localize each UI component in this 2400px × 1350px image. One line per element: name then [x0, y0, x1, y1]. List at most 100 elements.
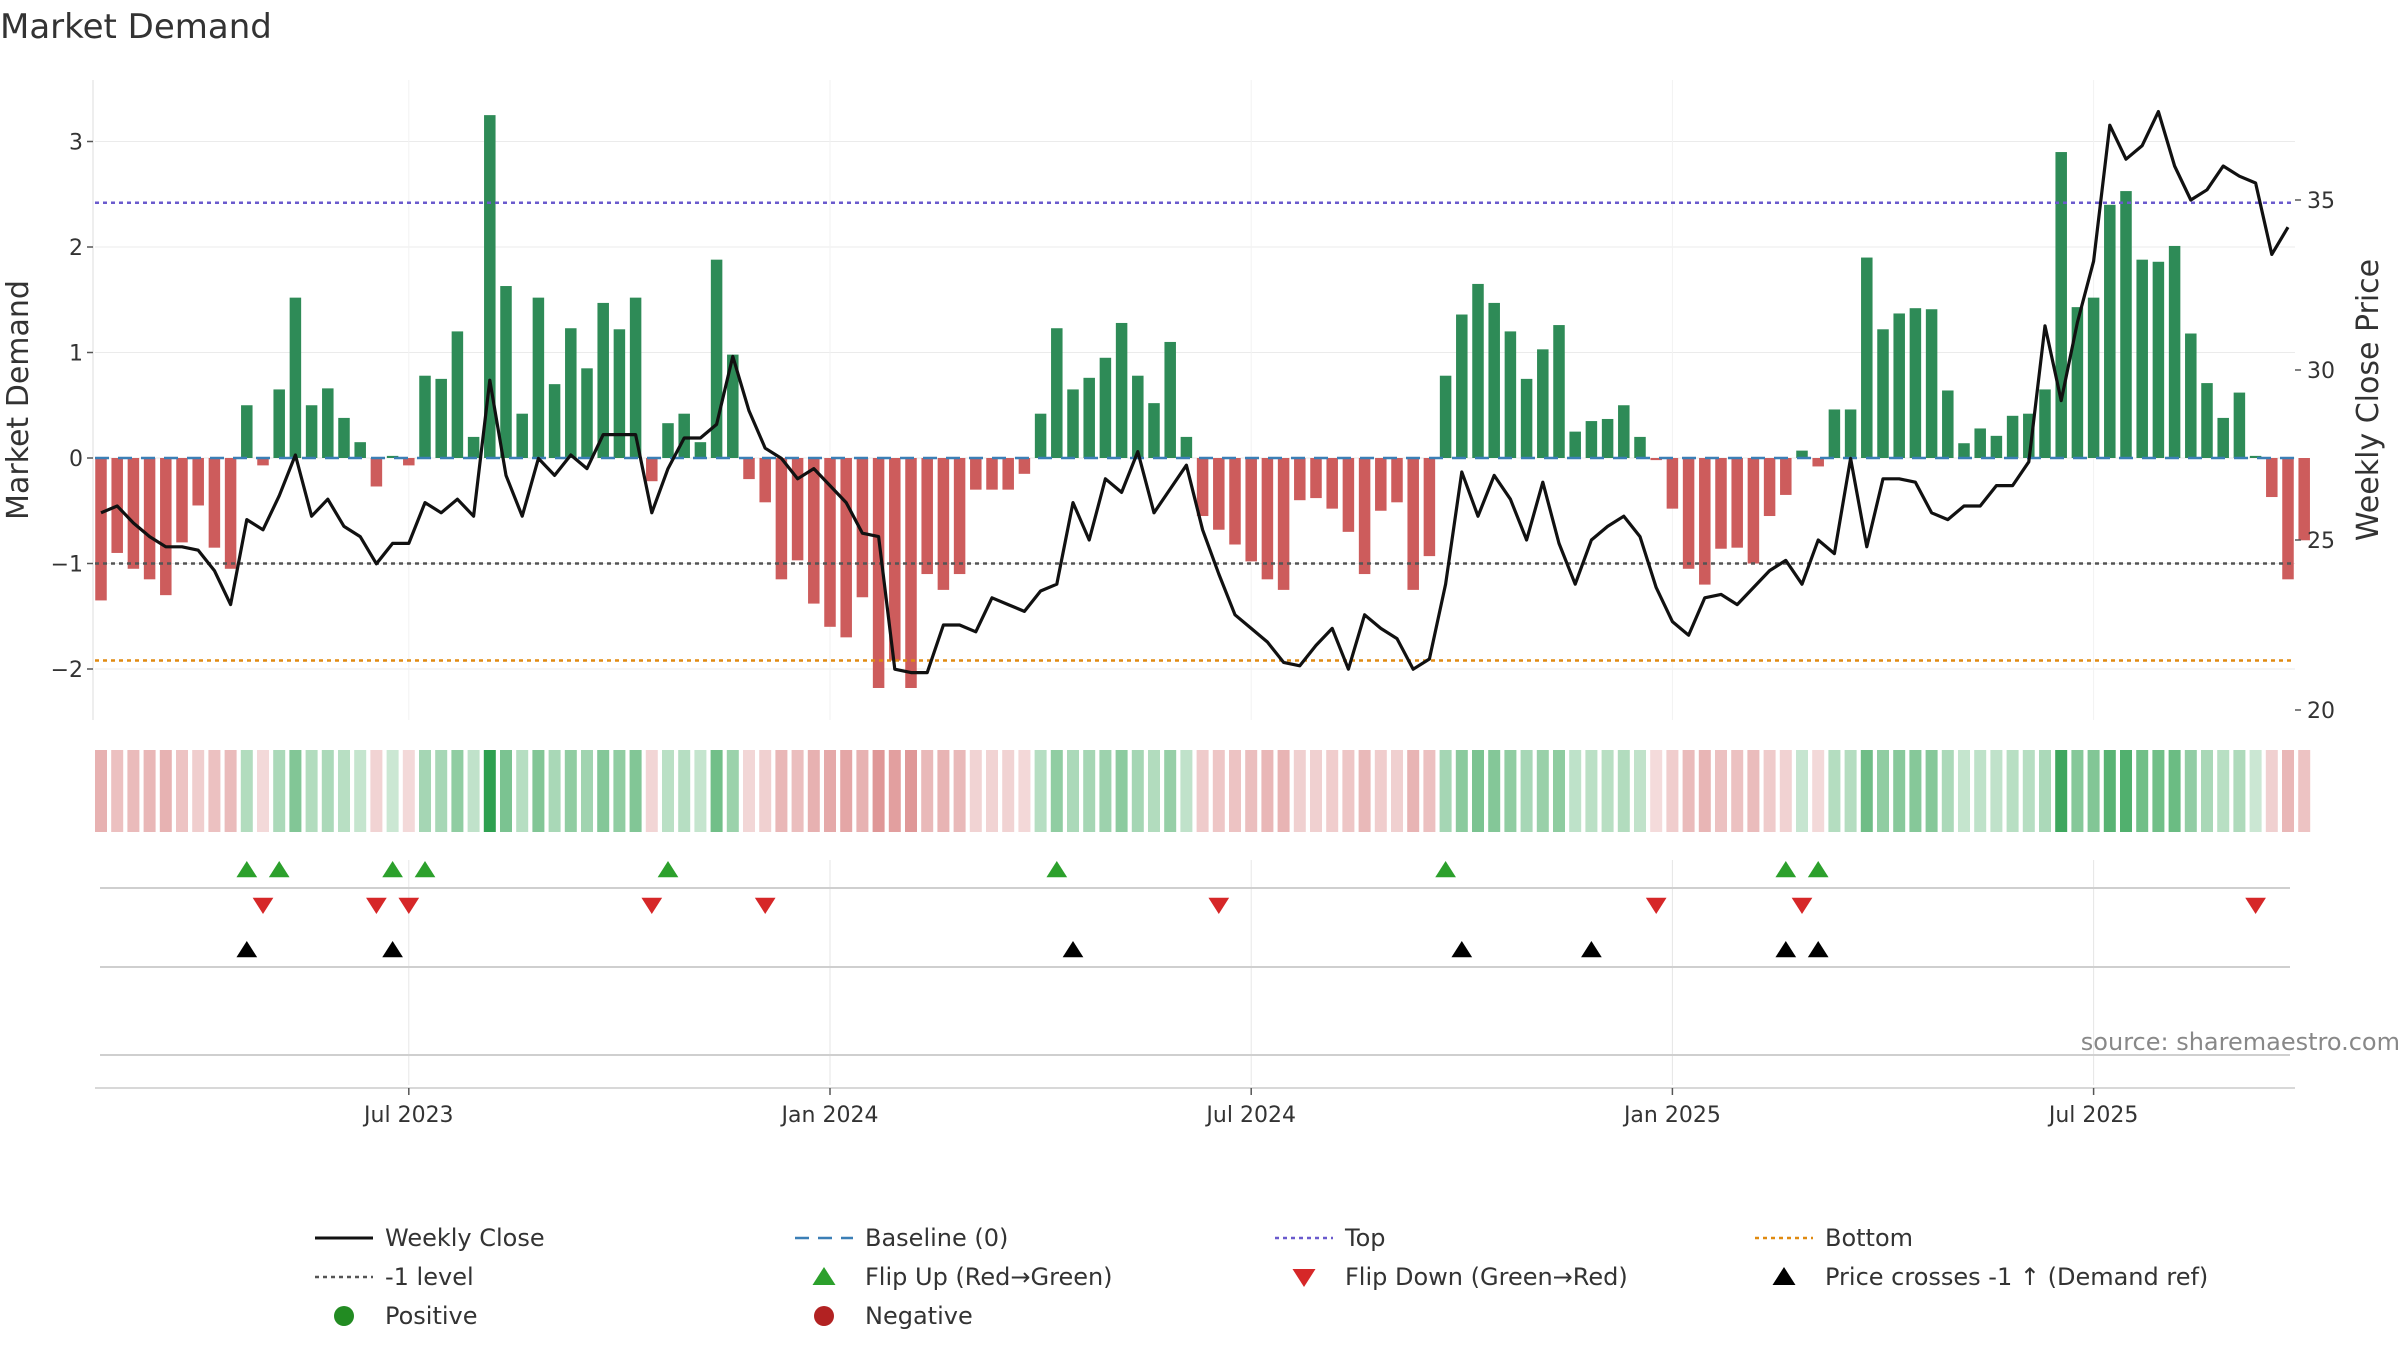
y-right-tick-label: 25 [2307, 529, 2335, 554]
heat-strip-cell [662, 750, 674, 832]
demand-bar [1812, 458, 1824, 467]
y-left-tick-label: 0 [69, 447, 83, 472]
legend-label: -1 level [385, 1263, 474, 1291]
demand-bar [1456, 314, 1468, 458]
demand-bar [1861, 257, 1873, 458]
weekly-close-line-group [100, 109, 2290, 675]
demand-bar [1358, 458, 1371, 575]
heat-strip-cell [1293, 750, 1306, 832]
demand-bar [1375, 458, 1387, 511]
demand-bar [1391, 458, 1403, 503]
heat-strip-cell [548, 750, 561, 832]
heat-strip-cell [1488, 750, 1501, 832]
x-tick-label: Jul 2023 [362, 1103, 454, 1128]
legend-swatch [812, 1267, 836, 1285]
demand-bar [2266, 458, 2278, 498]
heat-strip-cell [1779, 750, 1792, 832]
heat-strip-cell [483, 750, 496, 832]
demand-bar [1715, 458, 1727, 549]
x-tick-label: Jan 2024 [780, 1103, 879, 1128]
flip-up-marker [414, 861, 436, 878]
demand-bar [1569, 431, 1581, 458]
heat-strip-cell [1796, 750, 1808, 832]
demand-bars [95, 115, 2310, 688]
demand-bar [1909, 308, 1922, 458]
demand-bar [419, 375, 431, 458]
demand-bar [500, 286, 512, 458]
legend-label: Flip Down (Green→Red) [1345, 1263, 1628, 1291]
demand-bar [208, 458, 221, 548]
flip-down-marker [398, 897, 420, 914]
x-tick-label: Jul 2025 [2047, 1103, 2139, 1128]
demand-bar [2233, 392, 2246, 458]
y-right-tick-label: 35 [2307, 189, 2335, 214]
demand-bar [143, 458, 156, 580]
heat-strip-cell [386, 750, 399, 832]
heat-strip-cell [694, 750, 707, 832]
demand-bar [160, 458, 172, 596]
demand-bar [1213, 458, 1225, 530]
price-cross-marker [1451, 941, 1473, 958]
signal-markers [100, 861, 2290, 1056]
heat-strip-cell [1860, 750, 1873, 832]
demand-bar [646, 458, 658, 482]
legend-item-top: Top [1275, 1224, 1386, 1252]
demand-bar [1780, 458, 1792, 495]
demand-bar [840, 458, 852, 638]
demand-bar [224, 458, 237, 569]
demand-bar [403, 458, 415, 466]
demand-bar [1618, 405, 1630, 458]
demand-bar [2023, 413, 2035, 458]
heat-strip-cell [2298, 750, 2311, 832]
demand-bar [1585, 421, 1598, 458]
flip-down-marker [641, 897, 663, 914]
heat-strip-cell [645, 750, 658, 832]
heat-strip-cell [1310, 750, 1322, 832]
demand-bar [1731, 458, 1743, 548]
y-left-tick-label: 3 [69, 131, 83, 156]
heat-strip-cell [905, 750, 917, 832]
heat-strip-cell [1358, 750, 1371, 832]
heat-strip-cell [1164, 750, 1177, 832]
demand-bar [1682, 458, 1695, 569]
flip-up-marker [657, 861, 679, 878]
demand-bar [1925, 309, 1938, 458]
flip-up-marker [1807, 861, 1829, 878]
heat-strip-cell [1050, 750, 1063, 832]
demand-bar [1942, 390, 1954, 458]
demand-bar [629, 297, 642, 458]
heat-strip-cell [678, 750, 691, 832]
heat-strip-cell [451, 750, 464, 832]
demand-bar [1828, 409, 1841, 458]
heat-strip-cell [402, 750, 415, 832]
legend-item-bottom: Bottom [1755, 1224, 1913, 1252]
weekly-close-line [100, 109, 2290, 675]
flip-down-marker [1208, 897, 1230, 914]
demand-bar [1180, 436, 1193, 458]
demand-bar [662, 423, 674, 458]
demand-bar [808, 458, 820, 604]
heat-strip-cell [2217, 750, 2230, 832]
heat-strip-cell [2282, 750, 2294, 832]
heat-strip-cell [1245, 750, 1258, 832]
demand-bar [1018, 458, 1031, 474]
demand-bar [1115, 322, 1128, 458]
heat-strip-cell [1520, 750, 1533, 832]
heat-strip-cell [1990, 750, 2003, 832]
heat-strip-cell [1374, 750, 1387, 832]
demand-bar [581, 368, 593, 458]
demand-bar [2217, 417, 2229, 458]
price-cross-marker [1775, 941, 1797, 958]
y-axis-left-label: Market Demand [1, 280, 36, 520]
demand-bar [1974, 428, 1986, 458]
flip-up-marker [382, 861, 403, 878]
demand-bar [1601, 418, 1614, 458]
demand-bar [370, 458, 383, 487]
heat-strip-cell [1472, 750, 1484, 832]
heat-strip-cell [2103, 750, 2116, 832]
heat-strip-cell [1261, 750, 1274, 832]
heat-strip-cell [969, 750, 982, 832]
demand-bar [1148, 403, 1160, 458]
heat-strip-cell [435, 750, 448, 832]
demand-bar [2152, 261, 2165, 458]
